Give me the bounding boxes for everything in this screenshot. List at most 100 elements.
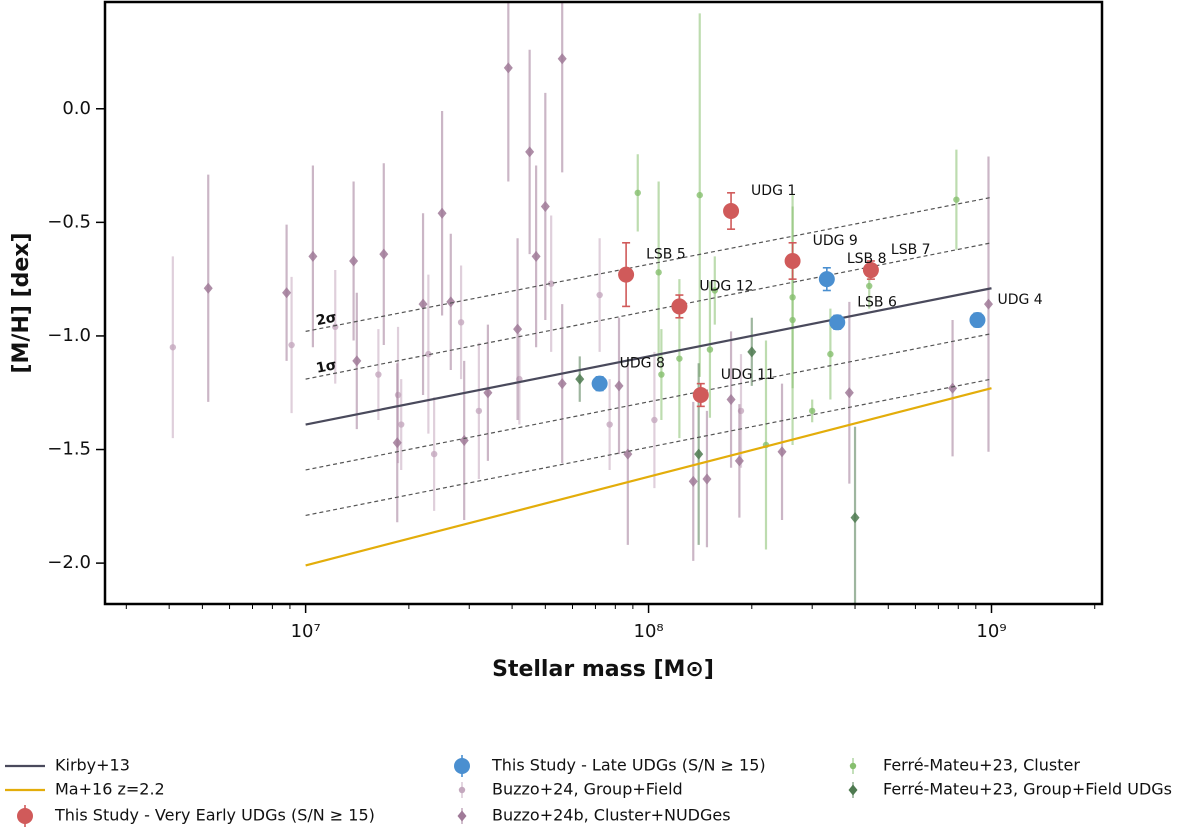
point [829, 314, 846, 331]
point [702, 473, 712, 485]
y-tick-label: −2.0 [47, 552, 91, 573]
point [614, 380, 624, 392]
point [575, 373, 585, 385]
point [808, 407, 816, 415]
legend-label: This Study - Late UDGs (S/N ≥ 15) [491, 756, 766, 775]
point [606, 421, 613, 428]
point [688, 475, 698, 487]
y-tick-label: −1.0 [47, 325, 91, 346]
sigma-label: 1σ [315, 357, 338, 377]
legend-label: Ma+16 z=2.2 [55, 780, 165, 799]
point [827, 350, 834, 358]
point [706, 346, 714, 353]
point [969, 312, 986, 329]
point [723, 202, 740, 219]
point-label: LSB 8 [847, 251, 887, 267]
y-tick-label: 0.0 [62, 98, 91, 119]
plot-area: 2σ 1σ LSB 5 UDG 12 UDG 1 UDG 9 LSB 7 UDG 11 UDG … [169, 2, 1043, 604]
legend-marker [17, 808, 33, 824]
legend-marker [454, 758, 470, 774]
point [784, 252, 801, 269]
point [437, 207, 447, 219]
point [503, 62, 513, 74]
legend-label: Kirby+13 [55, 756, 130, 775]
point [658, 371, 665, 378]
point [379, 248, 389, 260]
point [850, 512, 860, 524]
point [651, 416, 658, 424]
point-label: UDG 11 [721, 367, 775, 383]
point [457, 319, 465, 326]
point [349, 255, 359, 267]
point [525, 146, 535, 158]
point [375, 371, 382, 378]
point [203, 282, 213, 294]
x-tick-label: 10⁸ [634, 621, 664, 642]
legend-marker [848, 784, 858, 796]
point [747, 346, 757, 358]
point [475, 407, 483, 415]
point [513, 323, 523, 335]
point [692, 387, 709, 404]
point [169, 344, 177, 351]
point [282, 287, 292, 299]
point [789, 316, 796, 324]
plot-frame [103, 0, 1104, 606]
legend-label: Buzzo+24, Group+Field [492, 780, 683, 799]
legend-label: Ferré-Mateu+23, Cluster [883, 756, 1080, 775]
point-label: UDG 1 [751, 183, 796, 199]
point [734, 455, 744, 467]
legend-label: This Study - Very Early UDGs (S/N ≥ 15) [54, 806, 375, 825]
point-label: LSB 5 [646, 247, 686, 263]
point [557, 378, 567, 390]
legend-label: Ferré-Mateu+23, Group+Field UDGs [883, 780, 1172, 799]
point [352, 355, 362, 367]
point [694, 448, 704, 460]
point [418, 298, 428, 310]
y-axis-label: [M/H] [dex] [9, 232, 34, 373]
legend-marker [849, 762, 857, 770]
sigma-line [305, 196, 992, 332]
point [483, 387, 493, 399]
point [392, 437, 402, 449]
y-tick-label: −0.5 [47, 211, 91, 232]
point [866, 282, 873, 290]
point [953, 196, 960, 203]
point [726, 394, 736, 406]
legend-label: Buzzo+24b, Cluster+NUDGes [492, 806, 731, 825]
point [844, 387, 854, 399]
point [531, 250, 541, 262]
point [711, 287, 718, 294]
point [777, 446, 787, 458]
point [540, 200, 550, 212]
point [308, 250, 318, 262]
sigma-line [305, 378, 992, 516]
point [634, 189, 641, 197]
point [430, 450, 438, 458]
point [655, 269, 662, 276]
x-tick-label: 10⁹ [976, 621, 1006, 642]
legend-marker [457, 810, 467, 822]
legend-marker [458, 786, 466, 794]
point [671, 298, 688, 315]
point [446, 296, 456, 308]
y-tick-label: −1.5 [47, 439, 91, 460]
point [547, 280, 555, 287]
point [696, 191, 703, 199]
point [862, 262, 879, 279]
point-label: LSB 6 [857, 294, 897, 310]
point [948, 382, 958, 394]
point [557, 53, 567, 65]
point [591, 375, 608, 392]
line [305, 387, 992, 567]
point [676, 355, 683, 362]
point-label: LSB 7 [891, 242, 931, 258]
sigma-line [305, 333, 992, 471]
point [425, 350, 432, 358]
point-label: UDG 4 [997, 292, 1042, 308]
point [596, 291, 603, 299]
line [305, 287, 992, 426]
point-label: UDG 8 [620, 356, 665, 372]
